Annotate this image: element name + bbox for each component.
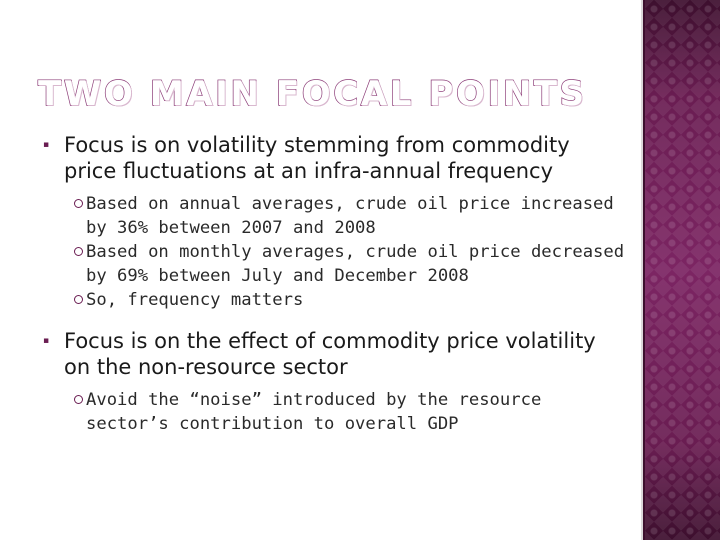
- circle-bullet-icon: [74, 395, 83, 404]
- subpoint-list-1: Based on annual averages, crude oil pric…: [38, 192, 628, 312]
- subpoint-2-1: Avoid the “noise” introduced by the reso…: [38, 388, 628, 436]
- bullet-list: ▪ Focus is on volatility stemming from c…: [38, 132, 628, 436]
- subpoint-1-1-text: Based on annual averages, crude oil pric…: [86, 194, 614, 238]
- subpoint-1-1: Based on annual averages, crude oil pric…: [38, 192, 628, 240]
- subpoint-list-2: Avoid the “noise” introduced by the reso…: [38, 388, 628, 436]
- circle-bullet-icon: [74, 247, 83, 256]
- bullet-point-2-text: Focus is on the effect of commodity pric…: [64, 329, 596, 379]
- circle-bullet-icon: [74, 199, 83, 208]
- subpoint-1-3: So, frequency matters: [38, 288, 628, 312]
- subpoint-2-1-text: Avoid the “noise” introduced by the reso…: [86, 390, 542, 434]
- side-panel-edge: [643, 0, 645, 540]
- subpoint-1-3-text: So, frequency matters: [86, 290, 304, 310]
- square-bullet-icon: ▪: [42, 140, 50, 150]
- slide-title: TWO MAIN FOCAL POINTS: [37, 73, 587, 114]
- subpoint-1-2: Based on monthly averages, crude oil pri…: [38, 240, 628, 288]
- bullet-point-2: ▪ Focus is on the effect of commodity pr…: [38, 328, 628, 380]
- subpoint-1-2-text: Based on monthly averages, crude oil pri…: [86, 242, 625, 286]
- circle-bullet-icon: [74, 295, 83, 304]
- decorative-side-panel: [645, 0, 720, 540]
- bullet-point-1: ▪ Focus is on volatility stemming from c…: [38, 132, 628, 184]
- bullet-point-1-text: Focus is on volatility stemming from com…: [64, 133, 570, 183]
- square-bullet-icon: ▪: [42, 336, 50, 346]
